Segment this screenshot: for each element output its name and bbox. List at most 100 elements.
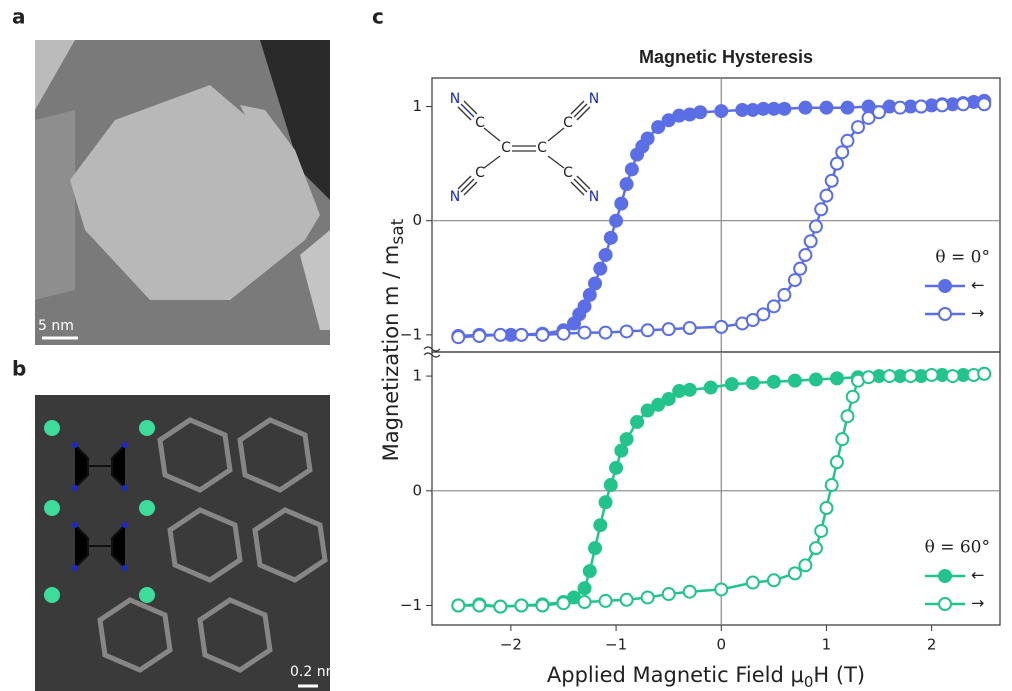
y-tick-label: −1 — [400, 325, 422, 343]
data-point — [747, 377, 759, 389]
data-point — [621, 325, 633, 337]
data-point — [631, 416, 643, 428]
data-point — [978, 368, 990, 380]
x-tick-label: 2 — [927, 636, 937, 654]
y-tick-label: 1 — [412, 97, 422, 115]
data-point — [515, 329, 527, 341]
x-axis-label-main: Applied Magnetic Field μ — [547, 663, 804, 687]
data-point — [642, 405, 654, 417]
data-point — [926, 369, 938, 381]
x-tick-label: 1 — [822, 636, 832, 654]
data-point — [863, 371, 875, 383]
data-point — [768, 300, 780, 312]
plot-frame — [432, 352, 1000, 625]
data-point — [778, 289, 790, 301]
data-point — [621, 594, 633, 606]
legend-label: → — [971, 594, 984, 613]
data-point — [579, 596, 591, 608]
data-point — [589, 542, 601, 554]
data-point — [584, 565, 596, 577]
data-point — [841, 135, 853, 147]
data-point — [473, 330, 485, 342]
data-point — [642, 324, 654, 336]
legend-title: θ = 60° — [925, 538, 990, 558]
data-point — [579, 582, 591, 594]
data-point — [820, 190, 832, 202]
data-point — [894, 102, 906, 114]
data-point — [642, 591, 654, 603]
scale-bar-label: 0.2 nm — [290, 664, 339, 680]
data-point — [831, 372, 843, 384]
stm-image-b: 0.2 nm — [35, 395, 339, 691]
atom-label: C — [475, 115, 485, 131]
legend-marker — [939, 280, 951, 292]
data-point — [715, 583, 727, 595]
data-point — [757, 308, 769, 320]
plot-frame — [432, 78, 1000, 352]
scale-bar-label: 5 nm — [38, 318, 74, 334]
data-point — [615, 198, 627, 210]
chart-title: Magnetic Hysteresis — [639, 47, 813, 67]
legend-label: → — [971, 304, 984, 323]
data-point — [836, 433, 848, 445]
data-point — [805, 235, 817, 247]
data-point — [847, 391, 859, 403]
data-point — [789, 567, 801, 579]
data-point — [452, 331, 464, 343]
legend-marker — [939, 570, 951, 582]
data-point — [715, 321, 727, 333]
data-point — [615, 445, 627, 457]
data-point — [452, 600, 464, 612]
data-point — [794, 263, 806, 275]
data-point — [957, 98, 969, 110]
data-point — [736, 104, 748, 116]
data-point — [579, 327, 591, 339]
data-point — [605, 232, 617, 244]
y-tick-label: 1 — [412, 367, 422, 385]
data-point — [684, 586, 696, 598]
data-point — [610, 462, 622, 474]
data-point — [747, 577, 759, 589]
figure: a 5 nm b 0.2 nm c −101Magnetic Hysteresi… — [0, 0, 1012, 691]
atom-label: C — [563, 165, 573, 181]
data-point — [515, 600, 527, 612]
x-tick-label: 0 — [716, 636, 726, 654]
data-point — [841, 102, 853, 114]
data-point — [768, 574, 780, 586]
data-point — [826, 479, 838, 491]
y-axis-label-sub: sat — [388, 218, 408, 244]
x-tick-label: −2 — [500, 636, 522, 654]
data-point — [884, 370, 896, 382]
atom-label: N — [589, 189, 599, 205]
y-tick-label: 0 — [412, 481, 422, 499]
data-point — [978, 98, 990, 110]
data-point — [557, 597, 569, 609]
panel-label: c — [372, 5, 384, 29]
data-point — [684, 322, 696, 334]
data-point — [789, 274, 801, 286]
data-point — [621, 178, 633, 190]
atom-label: C — [563, 115, 573, 131]
panel-label: a — [12, 5, 26, 29]
atom-label: C — [475, 165, 485, 181]
data-point — [600, 496, 612, 508]
data-point — [631, 148, 643, 160]
data-point — [873, 106, 885, 118]
data-point — [652, 121, 664, 133]
data-point — [810, 374, 822, 386]
data-point — [799, 102, 811, 114]
y-tick-label: −1 — [400, 596, 422, 614]
data-point — [820, 502, 832, 514]
data-point — [605, 479, 617, 491]
data-point — [600, 327, 612, 339]
data-point — [936, 99, 948, 111]
data-point — [820, 102, 832, 114]
x-axis-label-end: H (T) — [813, 663, 865, 687]
data-point — [584, 289, 596, 301]
data-point — [473, 600, 485, 612]
x-axis-label-sub: 0 — [804, 673, 814, 691]
data-point — [947, 370, 959, 382]
x-axis-label: Applied Magnetic Field μ0H (T) — [547, 663, 865, 691]
data-point — [589, 278, 601, 290]
data-point — [810, 220, 822, 232]
